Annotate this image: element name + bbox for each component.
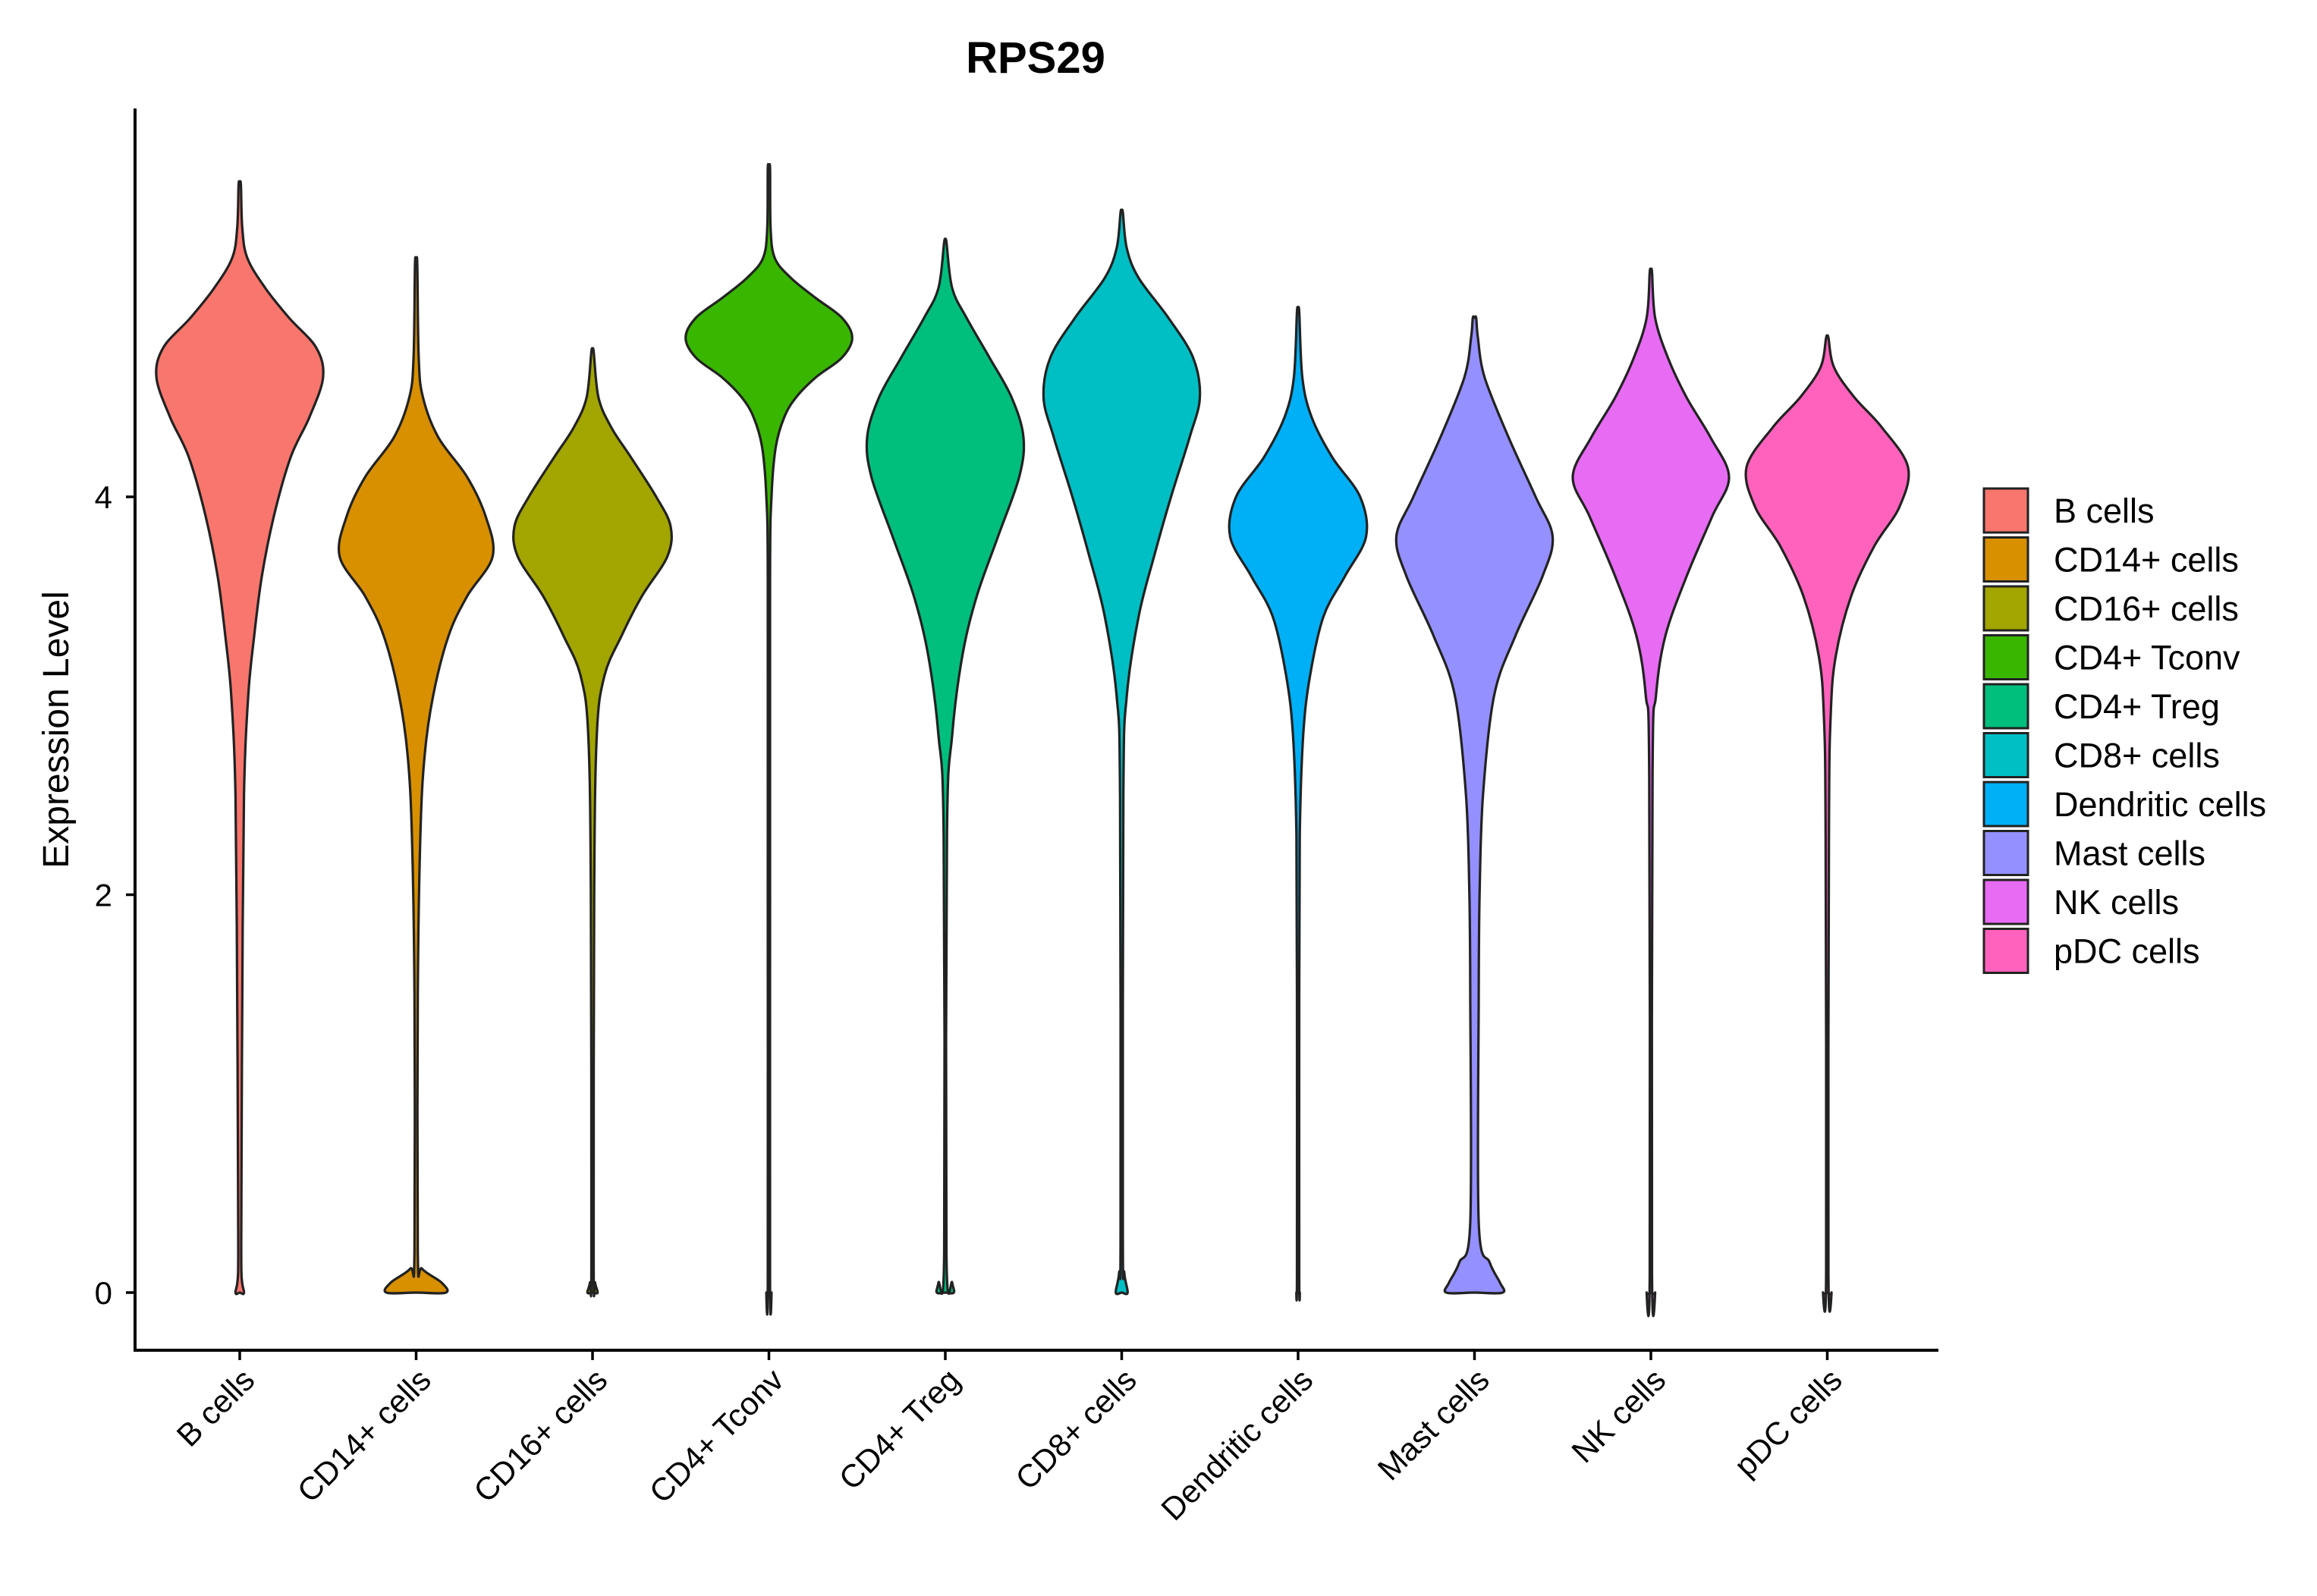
x-axis-ticks: B cells CD14+ cells CD16+ cells CD4+ Tconv C… (170, 1350, 1849, 1527)
legend-key (1982, 732, 2029, 778)
y-axis-ticks: 0 2 4 (95, 479, 135, 1311)
legend-key (1982, 536, 2029, 583)
legend-key (1982, 634, 2029, 680)
legend-label: pDC cells (2054, 932, 2200, 971)
legend-key (1982, 585, 2029, 632)
x-tick-label: pDC cells (1728, 1362, 1849, 1483)
violin-nk-cells (1571, 267, 1731, 1318)
legend-key (1982, 683, 2029, 730)
legend-key (1982, 830, 2029, 876)
x-tick-label: B cells (170, 1362, 262, 1453)
legend-label: B cells (2054, 492, 2155, 530)
violin-mast-cells (1394, 315, 1555, 1295)
violin-cd16-cells (512, 347, 673, 1298)
chart-title: RPS29 (966, 33, 1105, 83)
x-tick-label: CD16+ cells (467, 1362, 614, 1509)
legend-label: NK cells (2054, 883, 2179, 922)
y-tick-label: 0 (95, 1275, 112, 1311)
violin-group (155, 162, 1910, 1318)
violin-dendritic-cells (1228, 306, 1369, 1302)
x-tick-label: CD14+ cells (291, 1362, 438, 1509)
x-tick-label: CD4+ Treg (832, 1362, 967, 1497)
violin-cd4-treg (865, 237, 1026, 1296)
y-tick-label: 2 (95, 878, 112, 913)
legend: B cells CD14+ cells CD16+ cells CD4+ Tconv C… (1982, 487, 2266, 974)
legend-label: Mast cells (2054, 834, 2205, 873)
x-tick-label: CD8+ cells (1008, 1362, 1143, 1497)
legend-label: Dendritic cells (2054, 785, 2266, 824)
legend-label: CD4+ Treg (2054, 687, 2220, 726)
violin-cd14-cells (337, 256, 495, 1295)
violin-cd4-tconv (684, 162, 854, 1316)
violin-b-cells (155, 180, 325, 1296)
legend-label: CD14+ cells (2054, 541, 2239, 580)
y-axis-title: Expression Level (36, 591, 77, 869)
legend-label: CD16+ cells (2054, 589, 2239, 628)
violin-cd8-cells (1042, 208, 1202, 1296)
legend-label: CD4+ Tconv (2054, 639, 2240, 677)
legend-key (1982, 781, 2029, 828)
x-tick-label: NK cells (1564, 1362, 1672, 1469)
legend-label: CD8+ cells (2054, 737, 2220, 775)
x-tick-label: Dendritic cells (1154, 1362, 1319, 1527)
x-tick-label: Mast cells (1371, 1362, 1496, 1487)
y-tick-label: 4 (95, 479, 112, 515)
violin-pdc-cells (1744, 334, 1910, 1313)
legend-key (1982, 928, 2029, 974)
legend-key (1982, 878, 2029, 925)
x-tick-label: CD4+ Tconv (643, 1362, 791, 1510)
legend-key (1982, 487, 2029, 534)
